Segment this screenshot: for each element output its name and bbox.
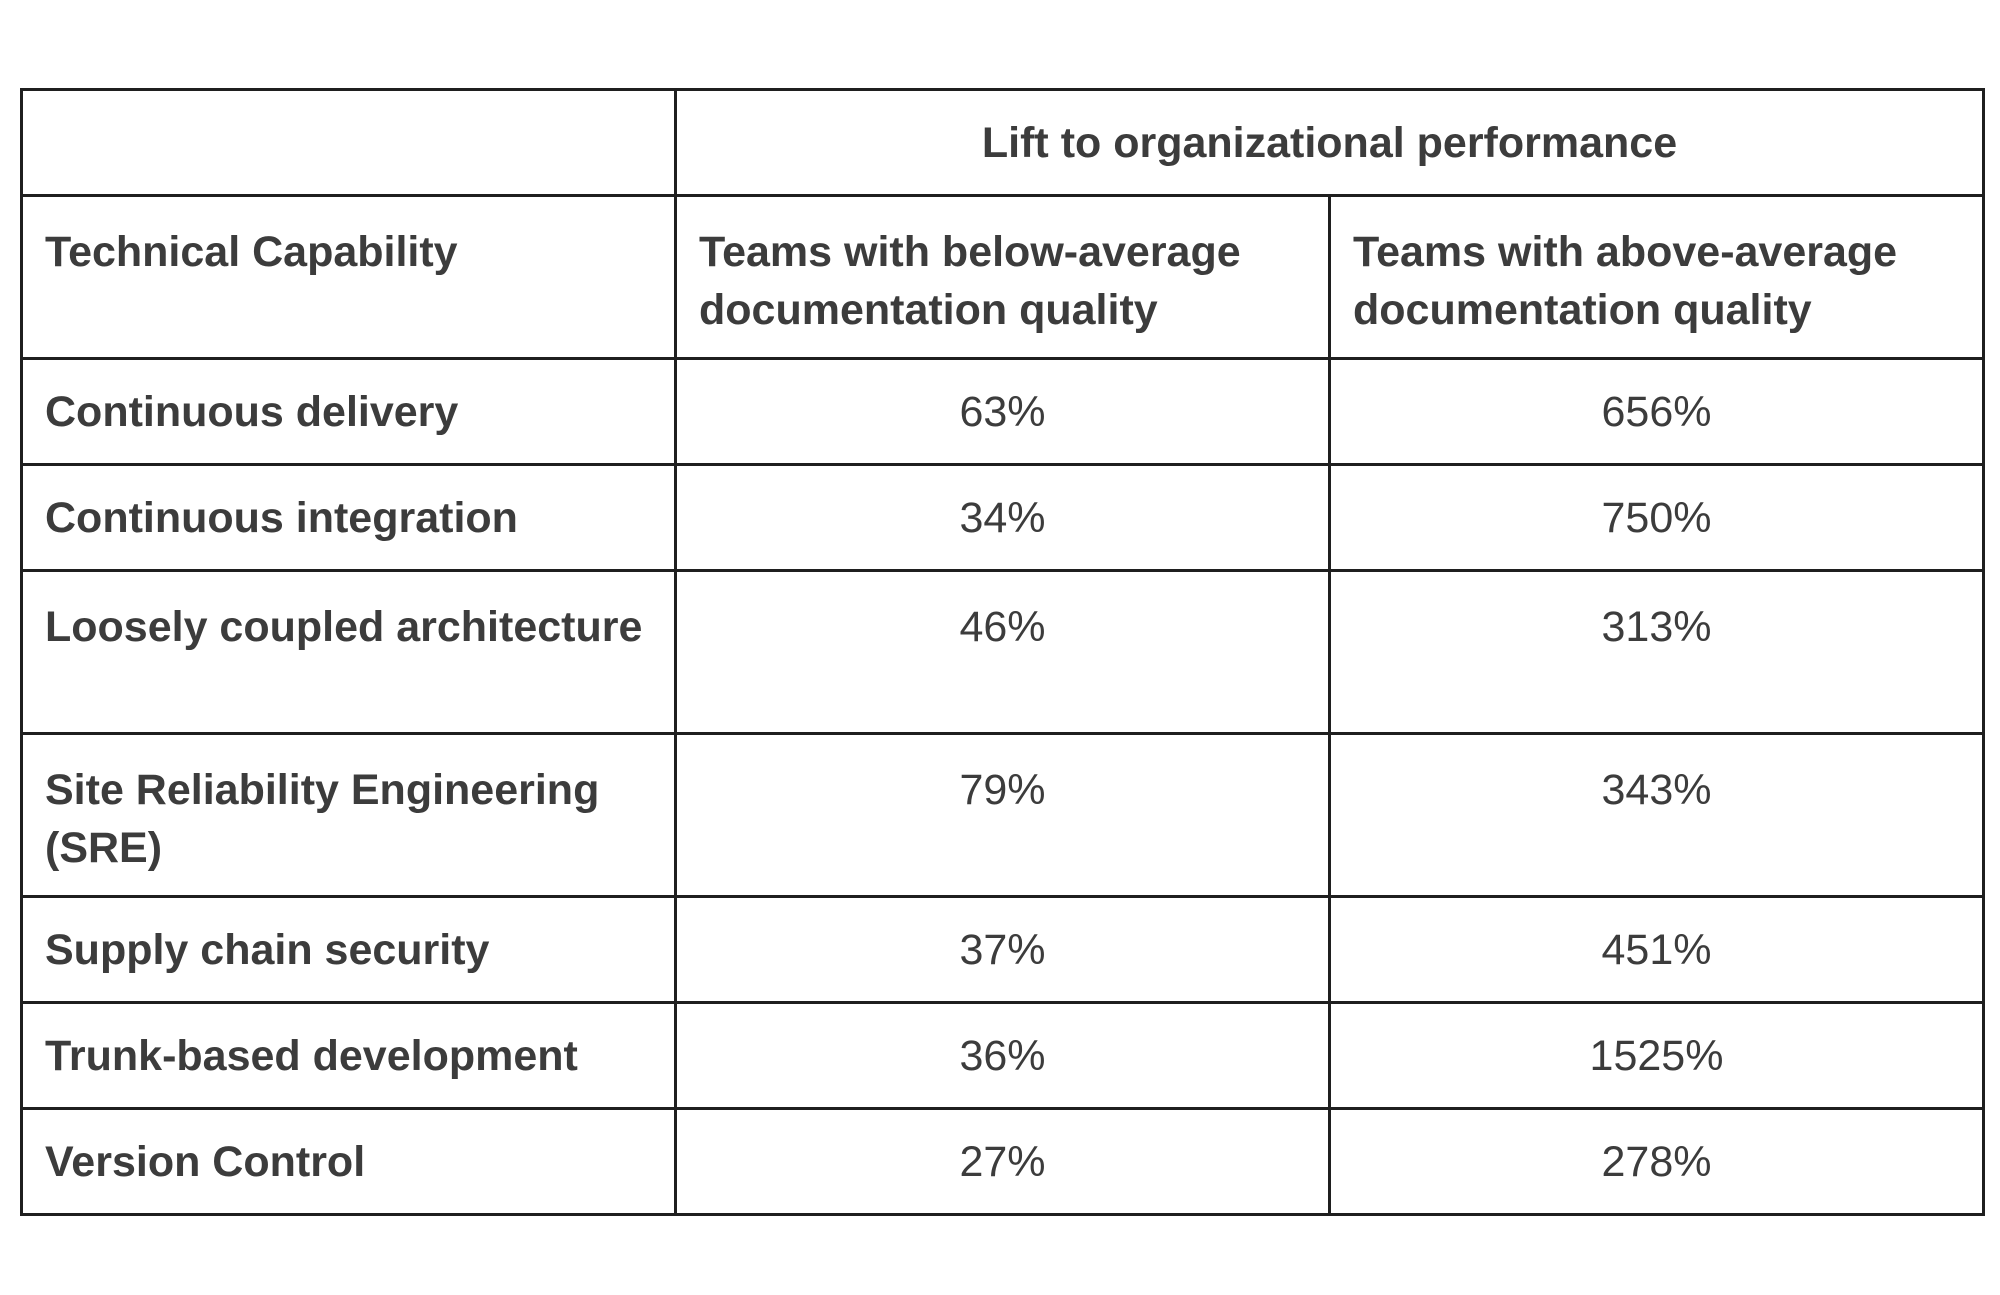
- above-average-cell: 1525%: [1327, 1001, 1986, 1110]
- column-header-above-average: Teams with above-average documentation q…: [1327, 194, 1986, 360]
- below-average-cell: 36%: [674, 1001, 1331, 1110]
- below-average-cell: 46%: [674, 569, 1331, 735]
- capability-label: Continuous delivery: [45, 387, 459, 436]
- capability-label: Trunk-based development: [45, 1031, 578, 1080]
- above-average-value: 343%: [1601, 766, 1712, 814]
- capability-cell: Trunk-based development: [20, 1001, 677, 1110]
- group-header-label: Lift to organizational performance: [981, 118, 1678, 167]
- table-row: Trunk-based development 36% 1525%: [20, 1001, 1986, 1110]
- below-average-cell: 63%: [674, 357, 1331, 466]
- table-row: Continuous delivery 63% 656%: [20, 357, 1986, 466]
- column-header-label: Teams with above-average documentation q…: [1353, 228, 1898, 334]
- above-average-value: 278%: [1601, 1137, 1712, 1186]
- below-average-value: 34%: [959, 493, 1046, 542]
- capability-cell: Continuous delivery: [20, 357, 677, 466]
- capability-label: Continuous integration: [45, 493, 518, 542]
- capability-label: Supply chain security: [45, 925, 490, 974]
- table-row: Site Reliability Engineering (SRE) 79% 3…: [20, 732, 1986, 898]
- above-average-value: 1525%: [1589, 1031, 1724, 1080]
- capability-cell: Loosely coupled architecture: [20, 569, 677, 735]
- column-header-label: Technical Capability: [45, 228, 458, 276]
- table-row: Continuous integration 34% 750%: [20, 463, 1986, 572]
- capability-label: Loosely coupled architecture: [45, 603, 643, 651]
- above-average-cell: 750%: [1327, 463, 1986, 572]
- below-average-cell: 79%: [674, 732, 1331, 898]
- group-header-cell: Lift to organizational performance: [673, 88, 1986, 197]
- above-average-value: 313%: [1601, 603, 1712, 651]
- table-row: Loosely coupled architecture 46% 313%: [20, 569, 1986, 735]
- below-average-cell: 37%: [674, 895, 1331, 1004]
- above-average-cell: 451%: [1327, 895, 1986, 1004]
- capability-label: Site Reliability Engineering (SRE): [45, 766, 600, 872]
- below-average-value: 36%: [959, 1031, 1046, 1080]
- above-average-value: 750%: [1601, 493, 1712, 542]
- below-average-value: 79%: [959, 766, 1046, 814]
- capability-cell: Supply chain security: [20, 895, 677, 1004]
- column-header-below-average: Teams with below-average documentation q…: [674, 194, 1331, 360]
- column-header-capability: Technical Capability: [20, 194, 677, 360]
- below-average-value: 37%: [959, 925, 1046, 974]
- above-average-value: 656%: [1601, 387, 1712, 436]
- below-average-cell: 27%: [674, 1107, 1331, 1216]
- above-average-value: 451%: [1601, 925, 1712, 974]
- capability-cell: Site Reliability Engineering (SRE): [20, 732, 677, 898]
- table-row: Supply chain security 37% 451%: [20, 895, 1986, 1004]
- above-average-cell: 278%: [1327, 1107, 1986, 1216]
- below-average-value: 46%: [959, 603, 1046, 651]
- group-header-row: Lift to organizational performance: [20, 88, 1986, 197]
- capability-cell: Continuous integration: [20, 463, 677, 572]
- above-average-cell: 313%: [1327, 569, 1986, 735]
- documentation-lift-table: Lift to organizational performance Techn…: [20, 88, 1986, 1216]
- capability-label: Version Control: [45, 1137, 366, 1186]
- below-average-value: 27%: [959, 1137, 1046, 1186]
- table-row: Version Control 27% 278%: [20, 1107, 1986, 1216]
- column-header-label: Teams with below-average documentation q…: [699, 228, 1241, 334]
- capability-cell: Version Control: [20, 1107, 677, 1216]
- above-average-cell: 343%: [1327, 732, 1986, 898]
- column-header-row: Technical Capability Teams with below-av…: [20, 194, 1986, 360]
- empty-corner-cell: [20, 88, 677, 197]
- below-average-cell: 34%: [674, 463, 1331, 572]
- above-average-cell: 656%: [1327, 357, 1986, 466]
- below-average-value: 63%: [959, 387, 1046, 436]
